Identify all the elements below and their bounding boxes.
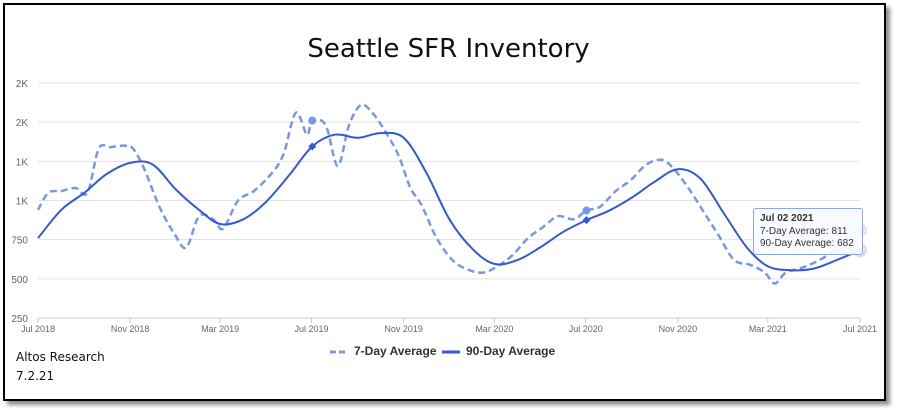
- x-tick-label: Nov 2020: [659, 324, 698, 334]
- credit-source: Altos Research: [16, 350, 105, 364]
- marker-90day: [582, 216, 591, 225]
- x-tick-label: Mar 2020: [475, 324, 513, 334]
- series-line-90day: [37, 131, 861, 272]
- marker-7day: [582, 206, 591, 215]
- legend-item-7day[interactable]: 7-Day Average: [330, 344, 437, 358]
- x-tick-label: Mar 2021: [749, 324, 787, 334]
- y-tick-label: 500: [11, 275, 28, 286]
- x-tick-label: Nov 2019: [384, 324, 423, 334]
- x-tick-label: Jul 2021: [843, 324, 877, 334]
- chart-tooltip: Jul 02 2021 7-Day Average: 811 90-Day Av…: [753, 208, 863, 255]
- y-tick-label: 250: [11, 314, 28, 325]
- x-tick-label: Jul 2018: [21, 324, 55, 334]
- x-tick-label: Jul 2019: [294, 324, 328, 334]
- chart-title: Seattle SFR Inventory: [307, 34, 590, 64]
- y-tick-label: 1K: [16, 157, 29, 168]
- y-tick-label: 2K: [16, 118, 29, 129]
- y-tick-label: 750: [11, 236, 28, 247]
- x-tick-label: Mar 2019: [201, 324, 239, 334]
- legend-label-7day: 7-Day Average: [354, 344, 437, 358]
- y-tick-label: 1K: [16, 197, 29, 208]
- tooltip-90day-value: 90-Day Average: 682: [760, 238, 854, 249]
- marker-90day: [308, 142, 317, 151]
- tooltip-date: Jul 02 2021: [760, 213, 814, 224]
- series-line-7day: [36, 103, 861, 285]
- source-credit: Altos Research 7.2.21: [16, 348, 105, 386]
- legend-item-90day[interactable]: 90-Day Average: [442, 344, 555, 358]
- marker-7day: [308, 116, 317, 125]
- x-tick-label: Nov 2018: [111, 324, 150, 334]
- legend-label-90day: 90-Day Average: [466, 344, 556, 358]
- x-tick-label: Jul 2020: [569, 324, 603, 334]
- y-tick-label: 2K: [16, 79, 29, 90]
- credit-date: 7.2.21: [16, 369, 55, 383]
- chart-frame: [3, 3, 886, 401]
- tooltip-7day-value: 7-Day Average: 811: [760, 226, 848, 237]
